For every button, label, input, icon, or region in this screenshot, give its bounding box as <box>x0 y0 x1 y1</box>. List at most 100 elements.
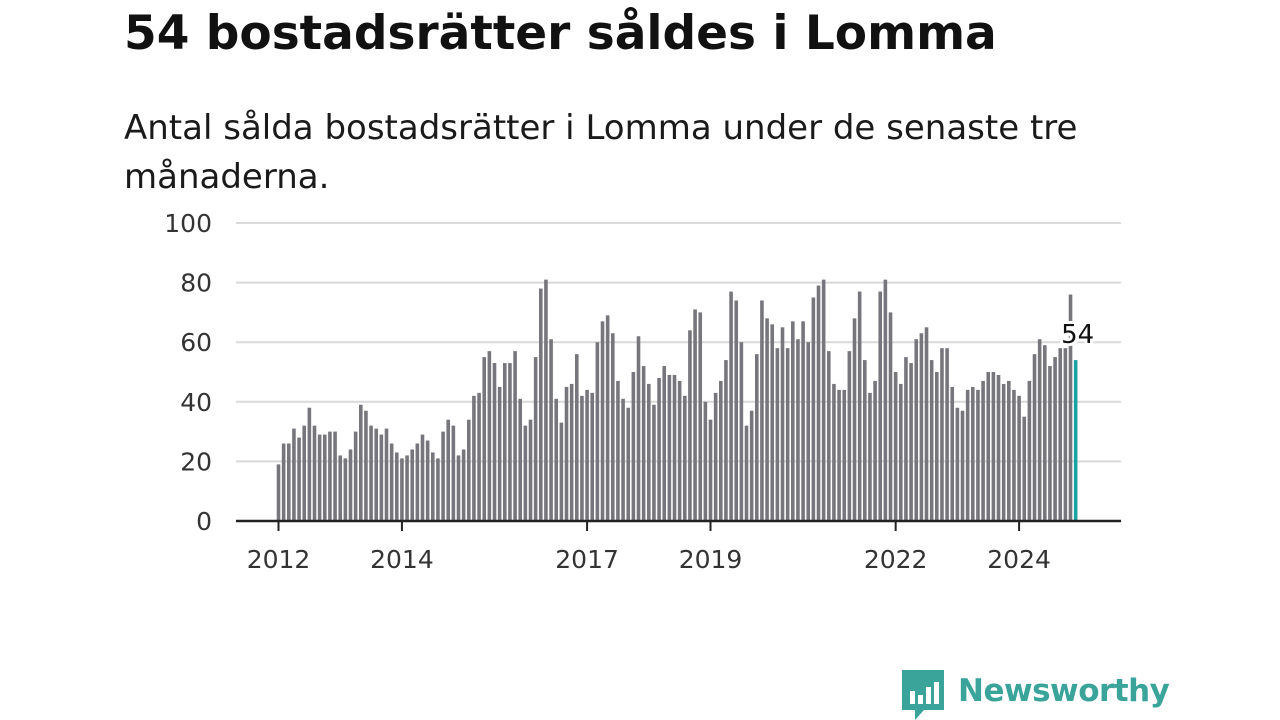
bar <box>1027 380 1032 521</box>
bar <box>513 351 517 521</box>
bar <box>1017 395 1021 521</box>
bar <box>477 392 481 521</box>
bar <box>544 279 548 521</box>
bar <box>770 324 775 521</box>
bar <box>276 464 281 521</box>
bar <box>549 339 553 521</box>
bar <box>780 327 785 521</box>
bar <box>574 354 579 521</box>
bar <box>425 440 430 521</box>
bar <box>1063 348 1068 521</box>
logo-bar-4 <box>934 682 939 704</box>
bar <box>389 443 394 521</box>
bar <box>924 327 929 521</box>
bar <box>791 321 795 521</box>
bar <box>683 395 687 521</box>
bar <box>760 300 764 521</box>
bar <box>842 389 847 521</box>
y-tick-label: 100 <box>164 209 212 238</box>
bar <box>322 434 327 521</box>
bar <box>734 300 739 521</box>
bar <box>873 380 877 521</box>
bar <box>899 383 903 521</box>
x-tick-label: 2014 <box>370 545 434 574</box>
bar <box>585 389 589 521</box>
y-axis-labels: 0 20 40 60 80 100 <box>164 209 212 536</box>
bar <box>708 419 713 521</box>
bar <box>739 342 744 521</box>
bar <box>436 458 440 521</box>
x-tick-label: 2019 <box>679 545 743 574</box>
bar <box>466 419 471 521</box>
bar <box>364 410 368 521</box>
bar <box>965 389 970 521</box>
bar <box>647 383 651 521</box>
bar <box>955 407 960 521</box>
x-tick-label: 2022 <box>864 545 928 574</box>
bar <box>1053 357 1057 521</box>
bar <box>554 398 559 521</box>
bar <box>312 425 317 521</box>
bar <box>487 351 492 521</box>
bar <box>538 288 543 521</box>
bar <box>719 380 723 521</box>
y-tick-label: 80 <box>180 269 212 298</box>
bar <box>621 398 625 521</box>
bar <box>641 366 646 521</box>
bar <box>508 363 512 521</box>
bar <box>410 449 415 521</box>
bar <box>400 458 404 521</box>
bar <box>749 410 754 521</box>
bar <box>868 392 872 521</box>
bar <box>775 348 780 521</box>
bar <box>394 452 399 521</box>
bar <box>1037 339 1042 521</box>
bar <box>945 348 949 521</box>
bar <box>1058 348 1063 521</box>
bar <box>677 380 682 521</box>
bar <box>317 434 322 521</box>
bar <box>755 354 759 521</box>
bar <box>1012 389 1016 521</box>
bar-highlight <box>1073 360 1078 521</box>
bar <box>806 342 811 521</box>
bar <box>991 372 996 521</box>
bar <box>857 291 862 521</box>
x-tick-label: 2024 <box>987 545 1051 574</box>
bar <box>595 342 600 521</box>
bar <box>590 392 595 521</box>
y-tick-label: 20 <box>180 447 212 476</box>
bar <box>1048 366 1052 521</box>
bar <box>348 449 353 521</box>
bars <box>276 279 1078 521</box>
logo-bar-2 <box>918 695 923 704</box>
bar <box>600 321 605 521</box>
bar <box>533 357 538 521</box>
bar <box>461 449 466 521</box>
bar <box>611 333 615 521</box>
bar <box>1001 383 1006 521</box>
bar <box>502 363 507 521</box>
bar <box>384 428 389 521</box>
bar <box>523 425 528 521</box>
bar <box>1007 380 1011 521</box>
bar <box>847 351 852 521</box>
bar <box>744 425 749 521</box>
y-tick-label: 0 <box>196 507 212 536</box>
bar <box>456 455 461 521</box>
logo-bar-3 <box>926 687 931 704</box>
bar <box>698 312 703 521</box>
bar <box>893 372 898 521</box>
newsworthy-logo-icon <box>902 670 944 720</box>
bar <box>662 366 667 521</box>
bar <box>713 392 718 521</box>
annotations: 54 <box>1058 317 1097 353</box>
bar <box>785 348 790 521</box>
bar <box>1043 345 1047 521</box>
bar <box>626 407 631 521</box>
x-axis-ticks: 2012 2014 2017 2019 2022 2024 <box>247 521 1051 574</box>
bar <box>492 363 497 521</box>
bar <box>472 395 476 521</box>
bar <box>307 407 312 521</box>
